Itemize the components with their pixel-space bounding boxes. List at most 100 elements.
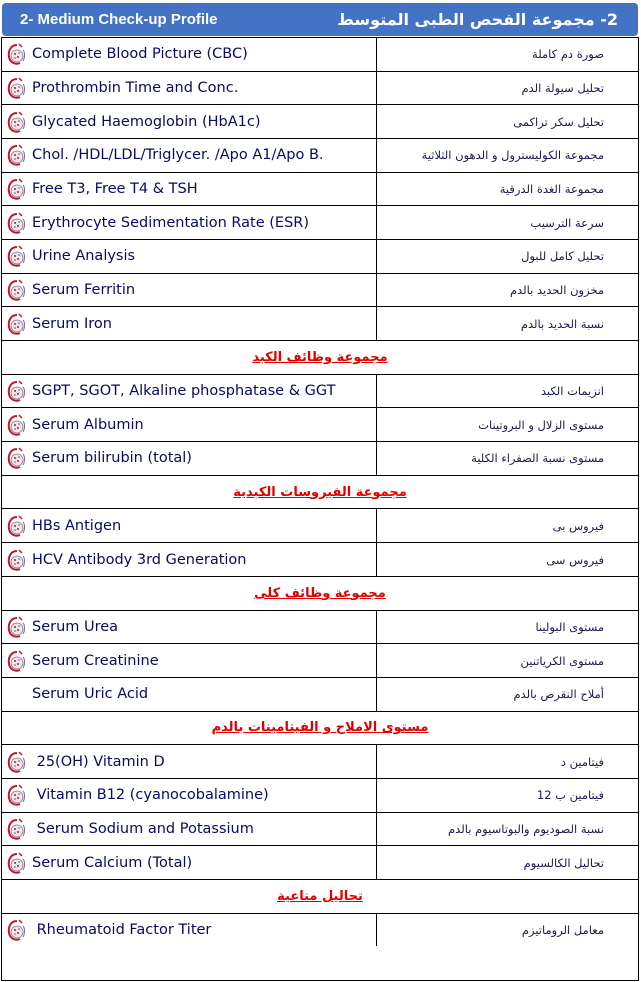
test-name-ar: تحاليل الكالسيوم [523,855,604,870]
test-name-en-cell: Serum Calcium (Total) [2,846,377,879]
test-name-ar: أملاح النقرص بالدم [513,687,604,702]
test-row: Vitamin B12 (cyanocobalamine) فيتامين ب 1… [2,777,638,812]
test-row: Glycated Haemoglobin (HbA1c) تحليل سكر تر… [2,104,638,139]
test-name-ar: معامل الروماتيزم [521,922,604,937]
test-name-ar: فيروس سى [546,552,604,567]
test-name-en: Urine Analysis [32,248,136,265]
test-name-en-cell: Urine Analysis [2,240,377,273]
test-name-en-cell: Serum Urea [2,610,377,644]
test-name-en: Rheumatoid Factor Titer [32,921,212,938]
test-name-ar: تحليل كامل للبول [521,249,604,264]
test-name-en: Serum Uric Acid [32,686,149,703]
test-name-en-cell: Serum Ferritin [2,273,377,307]
test-name-en-cell: Serum Sodium and Potassium [2,812,377,846]
test-name-ar: سرعة الترسيب [530,215,604,230]
test-name-ar: مستوى الزلال و البروتينات [478,417,604,432]
test-name-en-cell: Rheumatoid Factor Titer [2,913,377,947]
test-row: Serum bilirubin (total) مستوى نسبة الصفرا… [2,441,638,475]
test-name-en: Complete Blood Picture (CBC) [32,46,248,63]
test-name-en: Serum Ferritin [32,282,136,299]
blood-cell-logo-icon [6,615,28,639]
blood-cell-logo-icon [6,211,28,235]
test-name-en: Serum Calcium (Total) [32,854,193,871]
blood-cell-logo-icon [6,548,28,572]
test-name-ar: نسبة الحديد بالدم [520,316,604,331]
test-name-ar: مجموعة الكوليسترول و الدهون الثلاثية [421,148,604,163]
test-name-ar: فيروس بى [552,518,604,533]
test-name-en-cell: Serum bilirubin (total) [2,442,377,475]
section-title: تحاليل مناعية [277,888,363,904]
test-row: Chol. /HDL/LDL/Triglycer. /Apo A1/Apo B.… [2,138,638,172]
test-name-en-cell: HBs Antigen [2,509,377,543]
test-name-en-cell: Serum Creatinine [2,644,377,677]
test-name-en: 25(OH) Vitamin D [32,753,165,770]
test-name-en: Vitamin B12 (cyanocobalamine) [32,787,269,804]
section-title: مجموعة وظائف كلى [254,585,386,601]
blood-cell-logo-icon [6,514,28,538]
test-row: Urine Analysis تحليل كامل للبول [2,239,638,273]
test-name-en-cell: Prothrombin Time and Conc. [2,71,377,105]
test-name-ar: مستوى نسبة الصفراء الكلية [471,451,604,466]
test-row: Serum Ferritin مخزون الحديد بالدم [2,272,638,307]
test-name-ar: فيتامين ب 12 [536,788,604,803]
test-name-en-cell: Free T3, Free T4 & TSH [2,172,377,206]
test-row: Erythrocyte Sedimentation Rate (ESR) سرعة… [2,205,638,240]
test-name-en: Serum Albumin [32,416,144,433]
test-row: Rheumatoid Factor Titer معامل الروماتيزم [2,912,638,947]
blood-cell-logo-icon [6,42,28,66]
test-row: Prothrombin Time and Conc. تحليل سيولة ال… [2,70,638,105]
blood-cell-logo-icon [6,110,28,134]
test-name-en-cell: 25(OH) Vitamin D [2,745,377,778]
blood-cell-logo-icon [6,312,28,336]
blood-cell-logo-icon [6,649,28,673]
test-name-en: Chol. /HDL/LDL/Triglycer. /Apo A1/Apo B. [32,147,324,164]
test-row: Serum Urea مستوى البولينا [2,609,638,644]
test-name-en-cell: Serum Uric Acid [2,677,377,711]
blood-cell-logo-icon [6,446,28,470]
test-name-ar: تحليل سيولة الدم [521,81,605,95]
profile-header: 2- Medium Check-up Profile 2- مجموعة الف… [2,3,638,36]
tests-table: Complete Blood Picture (CBC) صورة دم كامل… [1,37,639,981]
test-row: HCV Antibody 3rd Generation فيروس سى [2,542,638,576]
test-name-en-cell: Erythrocyte Sedimentation Rate (ESR) [2,206,377,240]
test-name-en: HCV Antibody 3rd Generation [32,551,247,568]
section-header-row: تحاليل مناعية [2,878,638,913]
blood-cell-logo-icon [6,379,28,403]
test-name-ar: نسبة الصوديوم والبوتاسيوم بالدم [448,821,604,836]
test-name-en-cell: Serum Iron [2,307,377,341]
test-row: Complete Blood Picture (CBC) صورة دم كامل… [2,37,638,71]
test-name-ar: مخزون الحديد بالدم [510,283,604,298]
blood-cell-logo-icon [6,918,28,942]
section-title: مستوى الاملاح و الفيتامينات بالدم [211,720,429,736]
blood-cell-logo-icon [6,750,28,774]
test-row: Serum Iron نسبة الحديد بالدم [2,306,638,341]
header-title-en: 2- Medium Check-up Profile [20,11,218,28]
test-row: 25(OH) Vitamin D فيتامين د [2,744,638,778]
blood-cell-logo-icon [6,413,28,437]
section-title: مجموعة الفيروسات الكبدية [233,484,407,500]
test-name-ar: مجموعة الغدة الدرقية [499,182,604,197]
blood-cell-logo-icon [6,76,28,100]
blood-cell-logo-icon [6,244,28,268]
blood-cell-logo-icon [6,278,28,302]
test-name-en: Prothrombin Time and Conc. [32,80,239,96]
test-name-en-cell: Chol. /HDL/LDL/Triglycer. /Apo A1/Apo B. [2,139,377,172]
section-title: مجموعة وظائف الكبد [252,349,388,365]
test-name-en-cell: Glycated Haemoglobin (HbA1c) [2,105,377,139]
test-name-en: SGPT, SGOT, Alkaline phosphatase & GGT [32,383,336,400]
test-name-ar: انزيمات الكبد [540,384,604,399]
test-name-en: Serum Iron [32,315,112,332]
test-name-ar: تحليل سكر تراكمى [513,114,604,129]
test-row: SGPT, SGOT, Alkaline phosphatase & GGT ان… [2,373,638,408]
test-name-en-cell: SGPT, SGOT, Alkaline phosphatase & GGT [2,374,377,408]
test-name-en: Glycated Haemoglobin (HbA1c) [32,113,261,130]
test-name-ar: مستوى الكرياتنين [520,653,604,668]
test-name-en: Serum Urea [32,618,119,635]
test-name-ar: فيتامين د [560,754,604,769]
test-name-en: HBs Antigen [32,517,122,534]
test-name-en-cell: HCV Antibody 3rd Generation [2,543,377,576]
test-row: Serum Calcium (Total) تحاليل الكالسيوم [2,845,638,879]
test-name-en: Serum bilirubin (total) [32,450,192,467]
test-row: Serum Creatinine مستوى الكرياتنين [2,643,638,677]
